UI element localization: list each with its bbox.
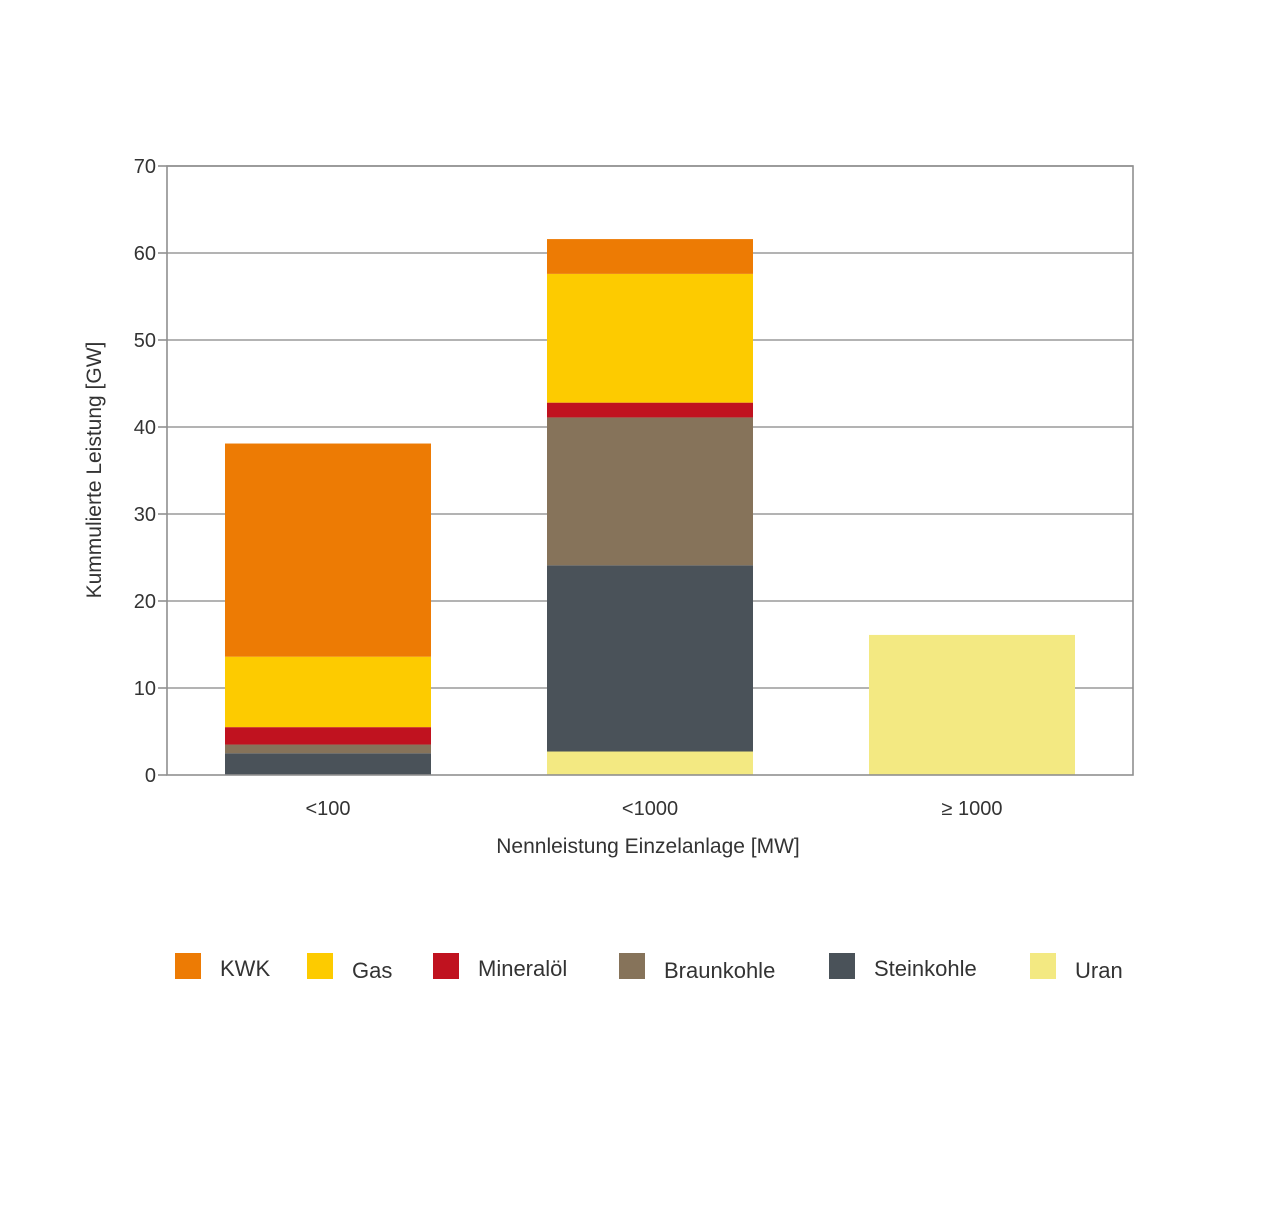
- x-tick-label: ≥ 1000: [941, 798, 1002, 820]
- legend-label: Uran: [1075, 958, 1123, 983]
- legend-label: Gas: [352, 958, 392, 983]
- legend-swatch: [175, 953, 201, 979]
- bar-segment-gas: [225, 656, 431, 728]
- bar-segment-uran: [869, 634, 1075, 775]
- bar-segment-steinkohle: [547, 565, 753, 752]
- y-tick-label: 40: [134, 417, 156, 439]
- bars: [225, 239, 1075, 775]
- y-tick-label: 30: [134, 504, 156, 526]
- legend: KWK Gas Mineralöl Braunkohle Steinkohle Uran: [175, 953, 1123, 983]
- bar-segment-kwk: [225, 443, 431, 657]
- legend-label: Steinkohle: [874, 956, 977, 981]
- x-axis-title: Nennleistung Einzelanlage [MW]: [496, 835, 800, 858]
- legend-item-braunkohle: Braunkohle: [619, 953, 775, 983]
- y-tick-label: 20: [134, 591, 156, 613]
- bar-segment-uran: [547, 751, 753, 775]
- legend-swatch: [1030, 953, 1056, 979]
- bar-segment-steinkohle: [225, 753, 431, 775]
- plot-frame: [166, 165, 1134, 776]
- legend-item-uran: Uran: [1030, 953, 1123, 983]
- bar-segment-kwk: [547, 239, 753, 274]
- bar-segment-braunkohle: [225, 744, 431, 754]
- legend-item-kwk: KWK: [175, 953, 270, 981]
- bar-segment-mineralöl: [547, 402, 753, 418]
- bar-segment-gas: [547, 273, 753, 403]
- legend-swatch: [433, 953, 459, 979]
- legend-item-mineralöl: Mineralöl: [433, 953, 567, 981]
- y-tick-label: 0: [145, 765, 156, 787]
- legend-item-gas: Gas: [307, 953, 392, 983]
- y-tick-label: 70: [134, 156, 156, 178]
- legend-label: Mineralöl: [478, 956, 567, 981]
- y-tick-label: 50: [134, 330, 156, 352]
- legend-swatch: [619, 953, 645, 979]
- legend-label: KWK: [220, 956, 270, 981]
- legend-label: Braunkohle: [664, 958, 775, 983]
- y-tick-label: 60: [134, 243, 156, 265]
- legend-swatch: [829, 953, 855, 979]
- legend-swatch: [307, 953, 333, 979]
- axes: [158, 165, 1134, 776]
- bar-segment-mineralöl: [225, 727, 431, 745]
- y-axis-title: Kummulierte Leistung [GW]: [83, 342, 106, 599]
- x-tick-label: <100: [305, 798, 350, 820]
- tick-labels: 0 10 20 30 40 50 60 70 <100 <1000 ≥ 1000: [134, 156, 1003, 820]
- legend-item-steinkohle: Steinkohle: [829, 953, 977, 981]
- y-tick-label: 10: [134, 678, 156, 700]
- x-tick-label: <1000: [622, 798, 678, 820]
- bar-segment-braunkohle: [547, 417, 753, 566]
